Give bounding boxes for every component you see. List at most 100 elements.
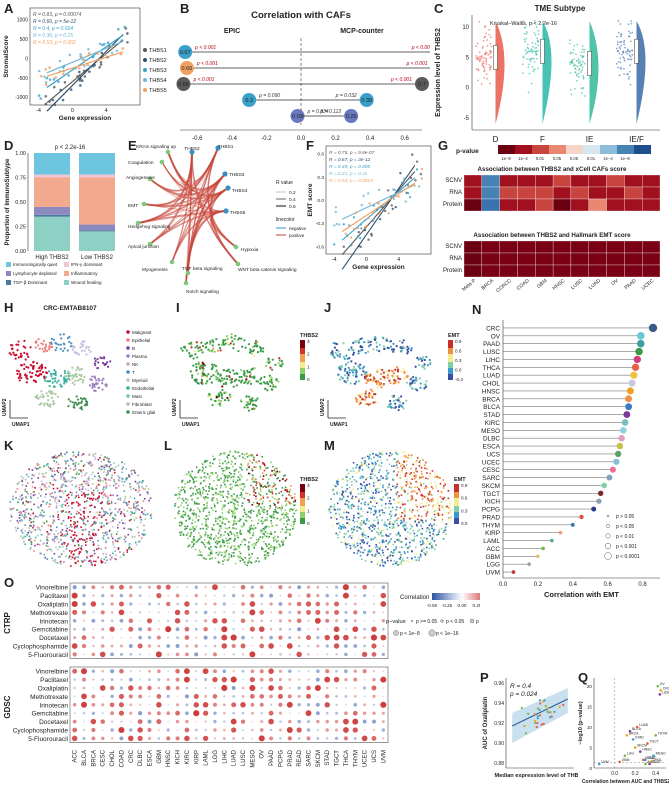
spot [122,553,125,556]
cell-point [238,337,241,340]
cell-point [347,366,350,369]
heatmap-cell [642,198,661,212]
spot [193,535,195,538]
spot [35,467,38,470]
spot [250,556,252,558]
spot [135,502,138,504]
stacked-bar-segment [34,206,70,215]
spot [249,459,251,462]
cell-point [8,351,11,355]
jitter-point [579,60,582,63]
cell-point [247,395,251,398]
spot [107,500,109,502]
spot [21,480,23,482]
legend-dot [126,346,130,350]
spot [219,525,221,528]
cell-point [252,354,256,357]
legend-dot [126,410,130,414]
spot [72,463,75,465]
spot [249,454,252,456]
spot [189,534,192,536]
spot [208,485,210,488]
spot [248,560,250,562]
pvalue-swatch [600,145,617,154]
node-label: Hypoxia [241,247,259,253]
cell-point [268,374,271,377]
spot [234,520,237,523]
spot [375,492,377,494]
box [634,38,639,64]
legend-swatch [64,271,69,276]
spot [61,545,64,548]
colorbar-tick: -0.3 [455,377,463,382]
jitter-point [532,50,535,53]
spot [406,478,409,481]
spot [368,502,370,504]
spot [202,510,205,512]
spot [50,474,53,477]
cell-point [389,405,392,408]
spot [412,530,414,532]
spot [385,491,387,493]
cell-point [223,377,226,380]
cell-point [48,344,51,347]
jitter-point [483,77,486,79]
cell-point [396,370,400,373]
spot [428,528,431,531]
legend-dot [126,330,130,334]
cell-point [232,385,235,388]
cell-point [389,399,392,403]
spot [80,471,83,474]
spot [329,507,332,510]
spot [60,539,62,541]
spot [64,504,67,507]
spot [113,518,115,520]
spot [49,503,52,506]
spot [211,486,213,489]
spot [410,495,412,497]
cell-point [378,343,382,346]
cell-point [280,360,284,363]
spot [228,521,231,523]
spot [188,479,191,482]
spot [51,522,54,524]
regression-line [46,40,124,74]
spot [393,458,395,460]
spot [405,543,408,545]
spot [187,481,190,484]
spot [431,507,434,510]
right-title: MCP-counter [340,28,384,35]
scatter-point [39,74,43,78]
spot [203,475,206,478]
spot [24,511,27,514]
cell-point [57,343,60,346]
spot [388,526,391,529]
cell-point [52,372,55,376]
spot [119,512,122,515]
cell-point [346,376,349,380]
cell-point [269,366,272,369]
colorbar-step [300,344,305,346]
cell-point [255,380,258,383]
spot [294,504,297,506]
spot [117,475,119,477]
jitter-point [479,55,482,58]
spot [255,495,257,498]
colorbar-step [448,356,453,358]
node-label: KRAS signaling up [136,144,176,150]
spot [32,494,35,497]
spot [42,500,44,503]
spot [236,548,238,551]
jitter-point [537,33,540,36]
spot [10,508,12,511]
spot [275,524,278,527]
spot [213,538,215,541]
spot [48,533,51,535]
cell-point [68,335,71,338]
cell-point [411,387,414,390]
spot [20,518,23,521]
spot [347,536,350,538]
spot [181,486,184,489]
spot [73,537,76,540]
spot [126,551,129,553]
